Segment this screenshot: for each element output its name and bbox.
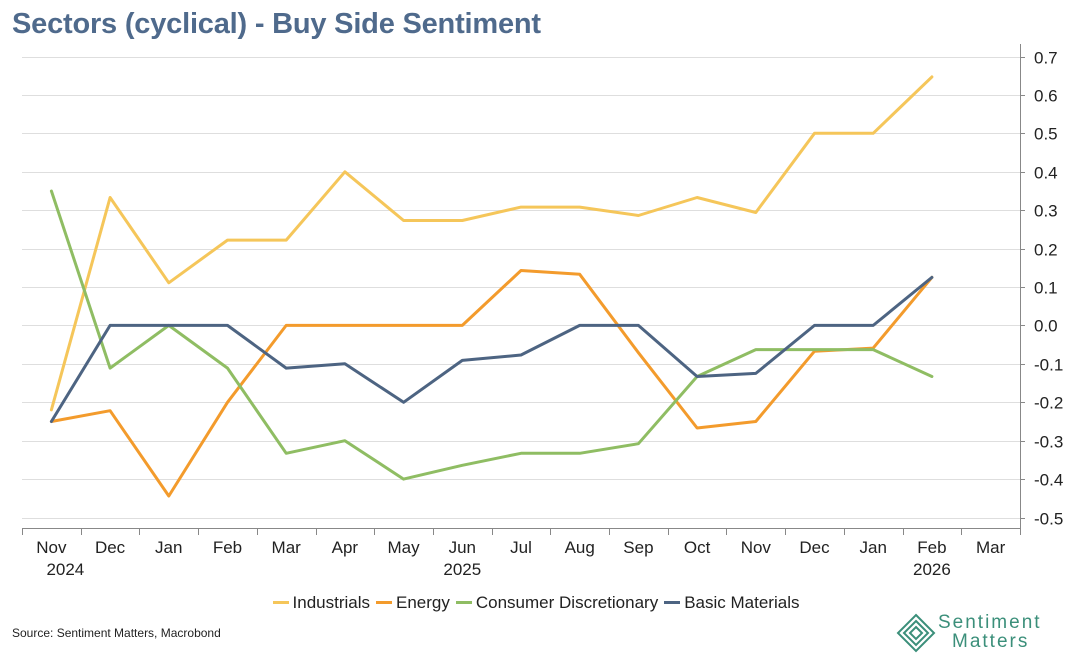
x-tick-label: May — [388, 538, 421, 557]
series-line-energy — [49, 269, 934, 498]
legend-swatch — [376, 601, 392, 604]
x-tick-label: Dec — [95, 538, 126, 557]
chart-legend: Industrials Energy Consumer Discretionary B… — [0, 589, 1072, 613]
y-tick-label: -0.2 — [1034, 394, 1063, 413]
x-tick-label: Jun — [449, 538, 476, 557]
x-tick-label: Apr — [332, 538, 359, 557]
x-tick-label: Feb — [917, 538, 946, 557]
y-tick-label: -0.1 — [1034, 356, 1063, 375]
y-tick-label: 0.1 — [1034, 279, 1058, 298]
legend-item-consumer-discretionary: Consumer Discretionary — [455, 592, 659, 613]
legend-item-industrials: Industrials — [272, 592, 370, 613]
x-tick-label: Jan — [860, 538, 887, 557]
chart-title: Sectors (cyclical) - Buy Side Sentiment — [12, 8, 541, 40]
sentiment-matters-logo: Sentiment Matters — [896, 613, 1066, 653]
legend-label: Consumer Discretionary — [475, 592, 659, 612]
x-tick-label: Mar — [976, 538, 1006, 557]
x-tick-label: Jan — [155, 538, 182, 557]
series-line-consumer-discretionary — [49, 189, 934, 481]
x-year-label: 2026 — [913, 560, 951, 579]
y-tick-label: -0.4 — [1034, 471, 1063, 490]
y-tick-label: 0.2 — [1034, 241, 1058, 260]
legend-label: Energy — [396, 592, 450, 612]
x-tick-label: Aug — [565, 538, 595, 557]
y-tick-label: -0.5 — [1034, 510, 1063, 529]
x-tick-label: Jul — [510, 538, 532, 557]
logo-line-1: Sentiment — [938, 612, 1042, 633]
x-tick-label: Dec — [799, 538, 830, 557]
y-tick-labels: 0.7 0.6 0.5 0.4 0.3 0.2 0.1 0.0 -0.1 -0.2 -0.3 -0.4… — [1034, 49, 1063, 529]
y-tick-label: 0.7 — [1034, 49, 1058, 68]
legend-label: Basic Materials — [684, 592, 800, 612]
legend-label: Industrials — [292, 592, 370, 612]
x-year-label: 2024 — [46, 560, 84, 579]
legend-swatch — [272, 601, 289, 604]
legend-item-energy: Energy — [376, 593, 450, 613]
y-tick-label: 0.6 — [1034, 87, 1058, 106]
x-tick-label: Sep — [623, 538, 653, 557]
series-line-industrials — [49, 75, 934, 412]
y-tick-label: 0.4 — [1034, 164, 1058, 183]
source-note: Source: Sentiment Matters, Macrobond — [12, 626, 221, 640]
line-chart: 0.7 0.6 0.5 0.4 0.3 0.2 0.1 0.0 -0.1 -0.2 -0.3 -0.4… — [22, 44, 1063, 579]
axes — [22, 44, 1025, 535]
x-tick-label: Oct — [684, 538, 711, 557]
logo-line-2: Matters — [952, 631, 1030, 652]
x-tick-label: Mar — [272, 538, 302, 557]
legend-item-basic-materials: Basic Materials — [664, 593, 799, 613]
x-tick-label: Nov — [36, 538, 67, 557]
y-tick-label: 0.0 — [1034, 317, 1058, 336]
legend-swatch — [664, 601, 681, 604]
diamond-logo-icon — [896, 613, 936, 653]
y-tick-label: 0.5 — [1034, 125, 1058, 144]
series-line-basic-materials — [49, 275, 934, 423]
x-year-label: 2025 — [443, 560, 481, 579]
logo-wordmark: Sentiment Matters — [938, 613, 1042, 651]
series-lines — [49, 75, 934, 498]
x-tick-label: Feb — [213, 538, 242, 557]
x-tick-label: Nov — [741, 538, 772, 557]
legend-swatch — [455, 601, 472, 604]
y-tick-label: 0.3 — [1034, 202, 1058, 221]
x-tick-labels: Nov Dec Jan Feb Mar Apr May Jun Jul Aug Sep Oct Nov D… — [36, 538, 1005, 579]
y-tick-label: -0.3 — [1034, 433, 1063, 452]
gridlines — [22, 57, 1020, 519]
